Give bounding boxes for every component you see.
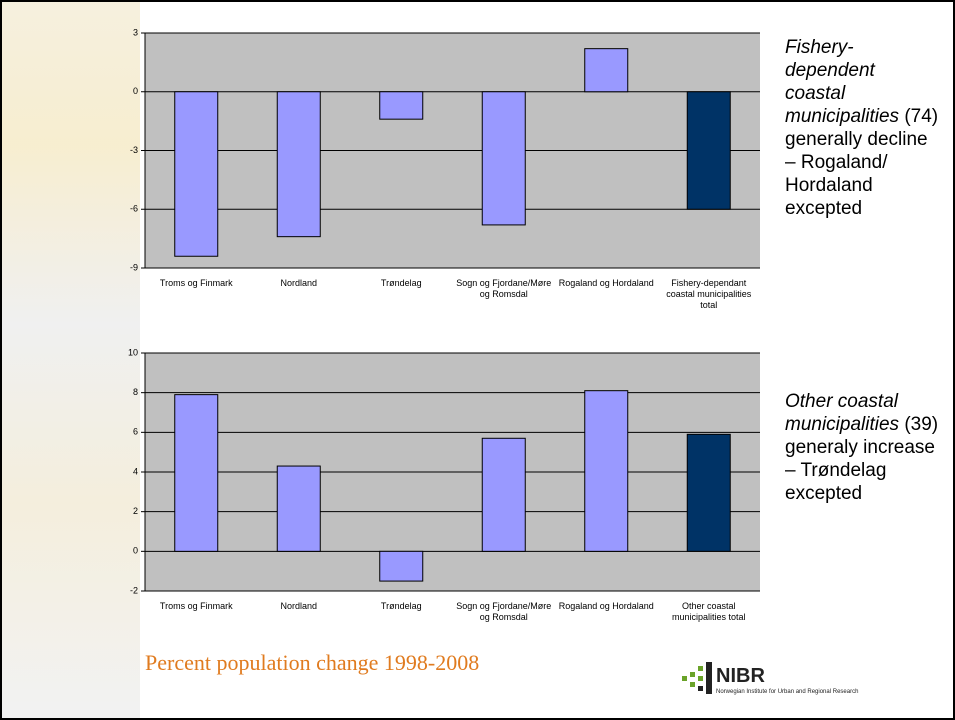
x-tick-label: Trøndelag bbox=[380, 278, 422, 288]
y-tick-label: 0 bbox=[133, 546, 138, 556]
logo-subtitle: Norwegian Institute for Urban and Region… bbox=[716, 689, 859, 695]
logo-name: NIBR bbox=[716, 665, 765, 687]
bar bbox=[584, 390, 629, 552]
x-tick-label: Troms og Finmark bbox=[159, 601, 233, 611]
bar bbox=[276, 91, 321, 238]
bar bbox=[481, 437, 526, 552]
x-tick-label: Troms og Finmark bbox=[159, 278, 233, 288]
bar bbox=[481, 91, 526, 226]
y-tick-label: 2 bbox=[133, 506, 138, 516]
note-text: (74) generally decline – Rogaland/ Horda… bbox=[785, 106, 939, 219]
x-tick-label: Fishery-dependant coastal municipalities… bbox=[666, 278, 752, 310]
note: Fishery-dependent coastal municipalities… bbox=[785, 36, 940, 220]
x-tick-label: Sogn og Fjordane/Møre og Romsdal bbox=[456, 278, 552, 299]
y-tick-label: 3 bbox=[133, 27, 138, 37]
y-tick-label: 0 bbox=[133, 86, 138, 96]
x-tick-label: Trøndelag bbox=[380, 601, 422, 611]
y-tick-label: 4 bbox=[133, 466, 138, 476]
y-tick-label: -2 bbox=[130, 585, 138, 595]
y-tick-label: 6 bbox=[133, 427, 138, 437]
footer: Percent population change 1998-2008 bbox=[145, 650, 480, 675]
y-tick-label: 8 bbox=[133, 387, 138, 397]
y-tick-label: 10 bbox=[128, 347, 138, 357]
x-tick-label: Nordland bbox=[280, 278, 318, 288]
bar bbox=[174, 394, 219, 552]
note-italic: Other coastal municipalities bbox=[785, 391, 900, 435]
logo-icon bbox=[682, 662, 712, 694]
y-tick-label: -3 bbox=[130, 145, 138, 155]
bar bbox=[174, 91, 219, 257]
bar bbox=[686, 91, 731, 210]
bar bbox=[686, 433, 731, 552]
x-tick-label: Rogaland og Hordaland bbox=[558, 601, 654, 611]
x-tick-label: Rogaland og Hordaland bbox=[558, 278, 654, 288]
bar bbox=[379, 91, 424, 120]
bar bbox=[584, 48, 629, 93]
bar bbox=[379, 550, 424, 582]
x-tick-label: Nordland bbox=[280, 601, 318, 611]
y-tick-label: -9 bbox=[130, 262, 138, 272]
y-tick-label: -6 bbox=[130, 204, 138, 214]
note-italic: Fishery-dependent coastal municipalities bbox=[785, 37, 900, 127]
bar bbox=[276, 465, 321, 552]
x-tick-label: Sogn og Fjordane/Møre og Romsdal bbox=[456, 601, 552, 622]
decorative-strip bbox=[2, 2, 140, 718]
x-tick-label: Other coastal municipalities total bbox=[671, 601, 746, 622]
note-text: (39) generaly increase – Trøndelag excep… bbox=[785, 414, 939, 504]
note: Other coastal municipalities (39) genera… bbox=[785, 390, 940, 505]
